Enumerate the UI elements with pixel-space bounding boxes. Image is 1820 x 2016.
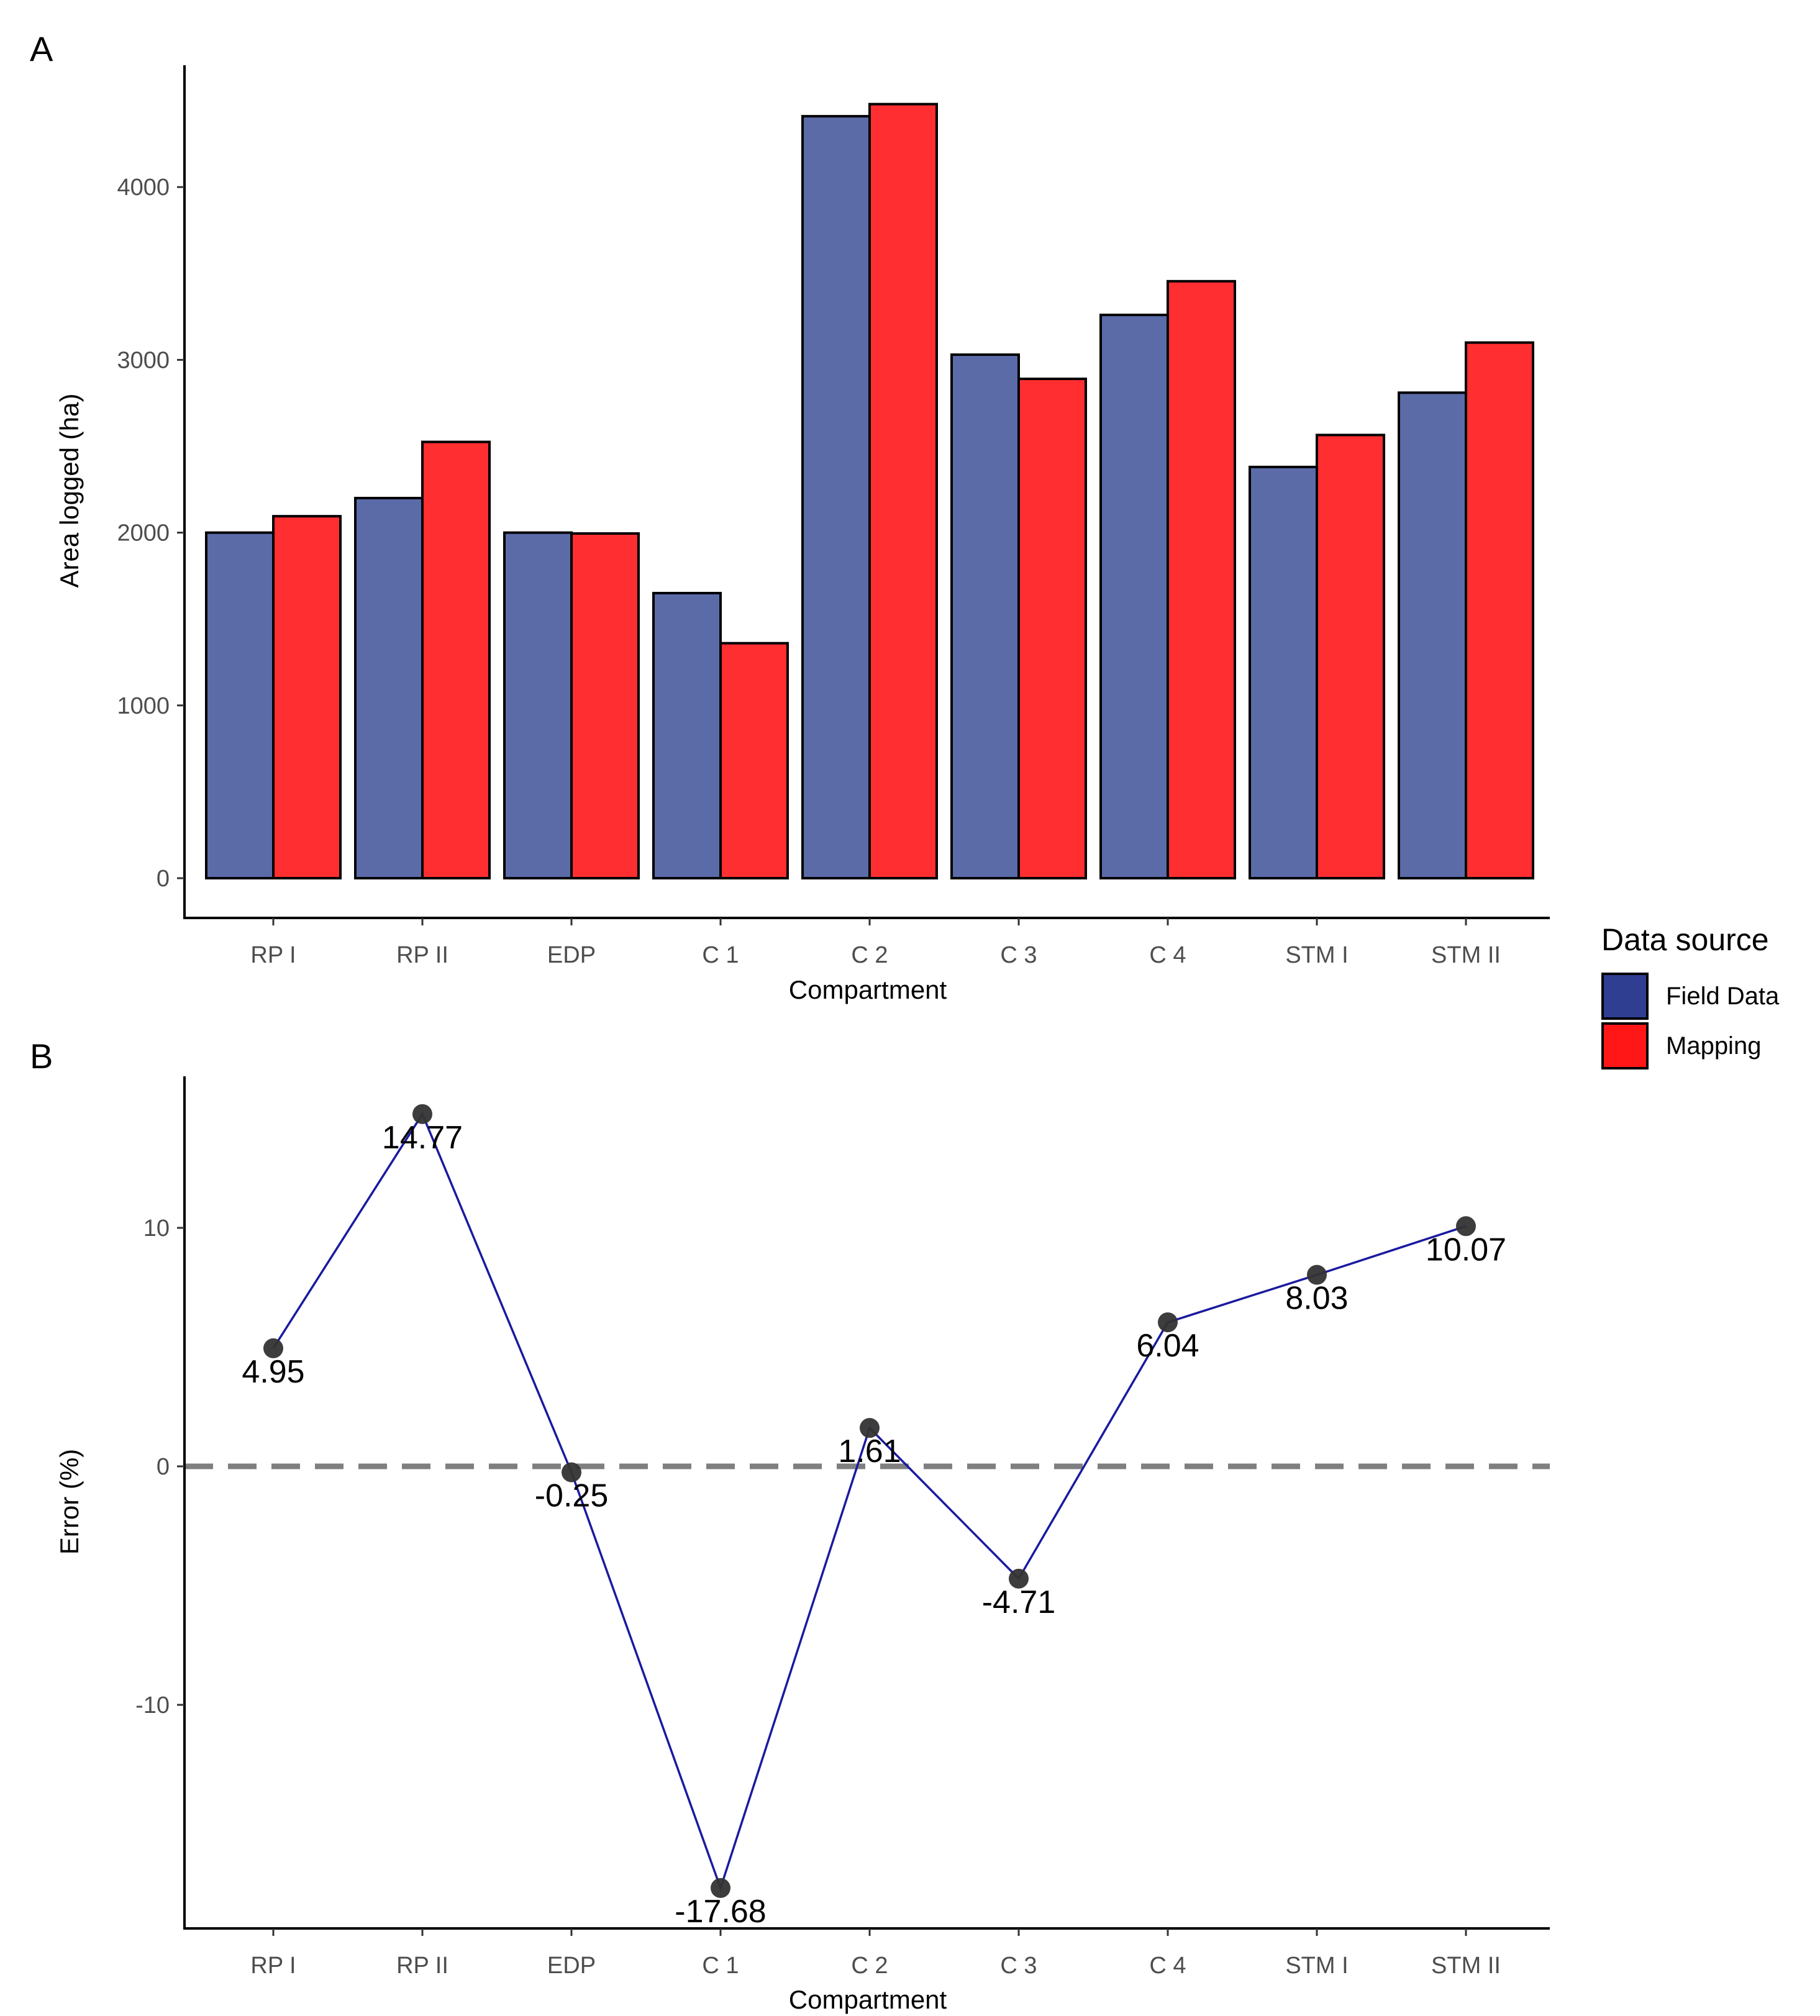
bar-chart-panel-a: 0 1000 2000 3000 4000 RP I RP II EDP C 1 C 2 C 3 C…	[55, 65, 1550, 1004]
x-tick-label: C 2	[851, 1953, 888, 1979]
y-tick-label: 10	[143, 1215, 170, 1242]
point-c-4	[1158, 1312, 1178, 1333]
y-ticks: -10 0 10	[135, 1215, 184, 1719]
bar-mapping-edp	[570, 532, 640, 879]
point-edp	[562, 1462, 581, 1482]
bar-field-data-c-3	[950, 353, 1020, 879]
data-label-rp-ii: 14.77	[382, 1120, 463, 1156]
y-tick-label: -10	[135, 1692, 170, 1719]
data-label-rp-i: 4.95	[242, 1354, 304, 1390]
legend-swatch-field-data	[1601, 973, 1649, 1020]
bar-mapping-stm-i	[1316, 434, 1385, 879]
y-axis-title: Error (%)	[55, 1449, 84, 1555]
x-tick-label: RP I	[250, 1953, 296, 1979]
error-series-line	[272, 1112, 1467, 1892]
x-tick-label: STM I	[1285, 1953, 1348, 1979]
point-stm-i	[1307, 1265, 1327, 1285]
line-chart-panel-b: 4.95 14.77 -0.25 -17.68 1.61 -4.71 6.04 8.03 10.…	[55, 1076, 1550, 2014]
panel-b-letter: B	[30, 1037, 53, 1076]
legend-title: Data source	[1601, 922, 1769, 957]
legend-label-mapping: Mapping	[1666, 1032, 1761, 1060]
y-tick-label: 2000	[117, 520, 170, 547]
panel-a-letter: A	[30, 29, 53, 68]
bar-mapping-c-2	[868, 102, 938, 880]
x-tick-label: C 4	[1149, 1953, 1186, 1979]
data-label-c-2: 1.61	[838, 1433, 901, 1469]
x-tick-label: EDP	[547, 1953, 596, 1979]
point-c-3	[1009, 1568, 1029, 1589]
data-label-stm-ii: 10.07	[1426, 1232, 1506, 1268]
x-tick-label: RP II	[396, 942, 448, 968]
legend: Data source Field Data Mapping	[1601, 922, 1780, 1069]
x-tick-label: STM II	[1431, 942, 1501, 968]
bar-field-data-c-1	[652, 591, 722, 879]
x-tick-label: STM II	[1431, 1953, 1501, 1979]
bar-field-data-stm-i	[1249, 465, 1318, 879]
legend-swatch-mapping	[1601, 1022, 1649, 1069]
bar-mapping-stm-ii	[1465, 341, 1534, 879]
x-ticks: RP I RP II EDP C 1 C 2 C 3 C 4 STM I STM II	[250, 918, 1501, 968]
bar-mapping-rp-ii	[421, 440, 491, 879]
x-ticks: RP I RP II EDP C 1 C 2 C 3 C 4 STM I STM II	[250, 1928, 1501, 1979]
data-label-c-3: -4.71	[982, 1584, 1056, 1620]
bar-field-data-rp-i	[205, 531, 275, 879]
y-tick-label: 0	[157, 866, 170, 892]
y-tick-label: 1000	[117, 693, 170, 719]
x-tick-label: C 3	[1000, 942, 1037, 968]
x-tick-label: C 1	[702, 1953, 739, 1979]
point-c-2	[860, 1418, 880, 1438]
bar-mapping-c-3	[1017, 378, 1087, 879]
legend-label-field-data: Field Data	[1666, 983, 1780, 1010]
point-rp-ii	[412, 1104, 432, 1124]
data-label-edp: -0.25	[535, 1478, 609, 1514]
bar-mapping-c-4	[1167, 279, 1236, 880]
data-label-c-4: 6.04	[1136, 1328, 1199, 1364]
x-tick-label: C 2	[851, 942, 888, 968]
bar-mapping-rp-i	[272, 515, 342, 879]
x-axis-title: Compartment	[789, 975, 947, 1004]
x-tick-label: C 4	[1149, 942, 1186, 968]
bar-field-data-edp	[503, 531, 573, 879]
x-tick-label: C 3	[1000, 1953, 1037, 1979]
error-points	[263, 1104, 1476, 1898]
bar-field-data-stm-ii	[1398, 391, 1467, 879]
data-label-c-1: -17.68	[675, 1894, 766, 1930]
point-rp-i	[263, 1338, 283, 1358]
y-tick-label: 4000	[117, 175, 170, 201]
x-tick-label: RP I	[250, 942, 296, 968]
bar-field-data-rp-ii	[354, 496, 424, 879]
x-axis-title: Compartment	[789, 1985, 947, 2014]
data-label-stm-i: 8.03	[1285, 1281, 1348, 1317]
y-ticks: 0 1000 2000 3000 4000	[117, 175, 184, 892]
bar-mapping-c-1	[719, 642, 789, 879]
x-tick-label: RP II	[396, 1953, 448, 1979]
x-tick-label: C 1	[702, 942, 739, 968]
y-tick-label: 3000	[117, 347, 170, 373]
x-tick-label: EDP	[547, 942, 596, 968]
x-tick-label: STM I	[1285, 942, 1348, 968]
y-axis-title: Area logged (ha)	[55, 394, 84, 588]
point-c-1	[711, 1878, 730, 1898]
point-stm-ii	[1456, 1216, 1476, 1237]
bar-group	[205, 102, 1534, 880]
bar-field-data-c-2	[801, 115, 871, 880]
y-tick-label: 0	[157, 1454, 170, 1480]
bar-field-data-c-4	[1099, 314, 1169, 879]
error-data-labels: 4.95 14.77 -0.25 -17.68 1.61 -4.71 6.04 8.03 10.…	[242, 1120, 1506, 1930]
